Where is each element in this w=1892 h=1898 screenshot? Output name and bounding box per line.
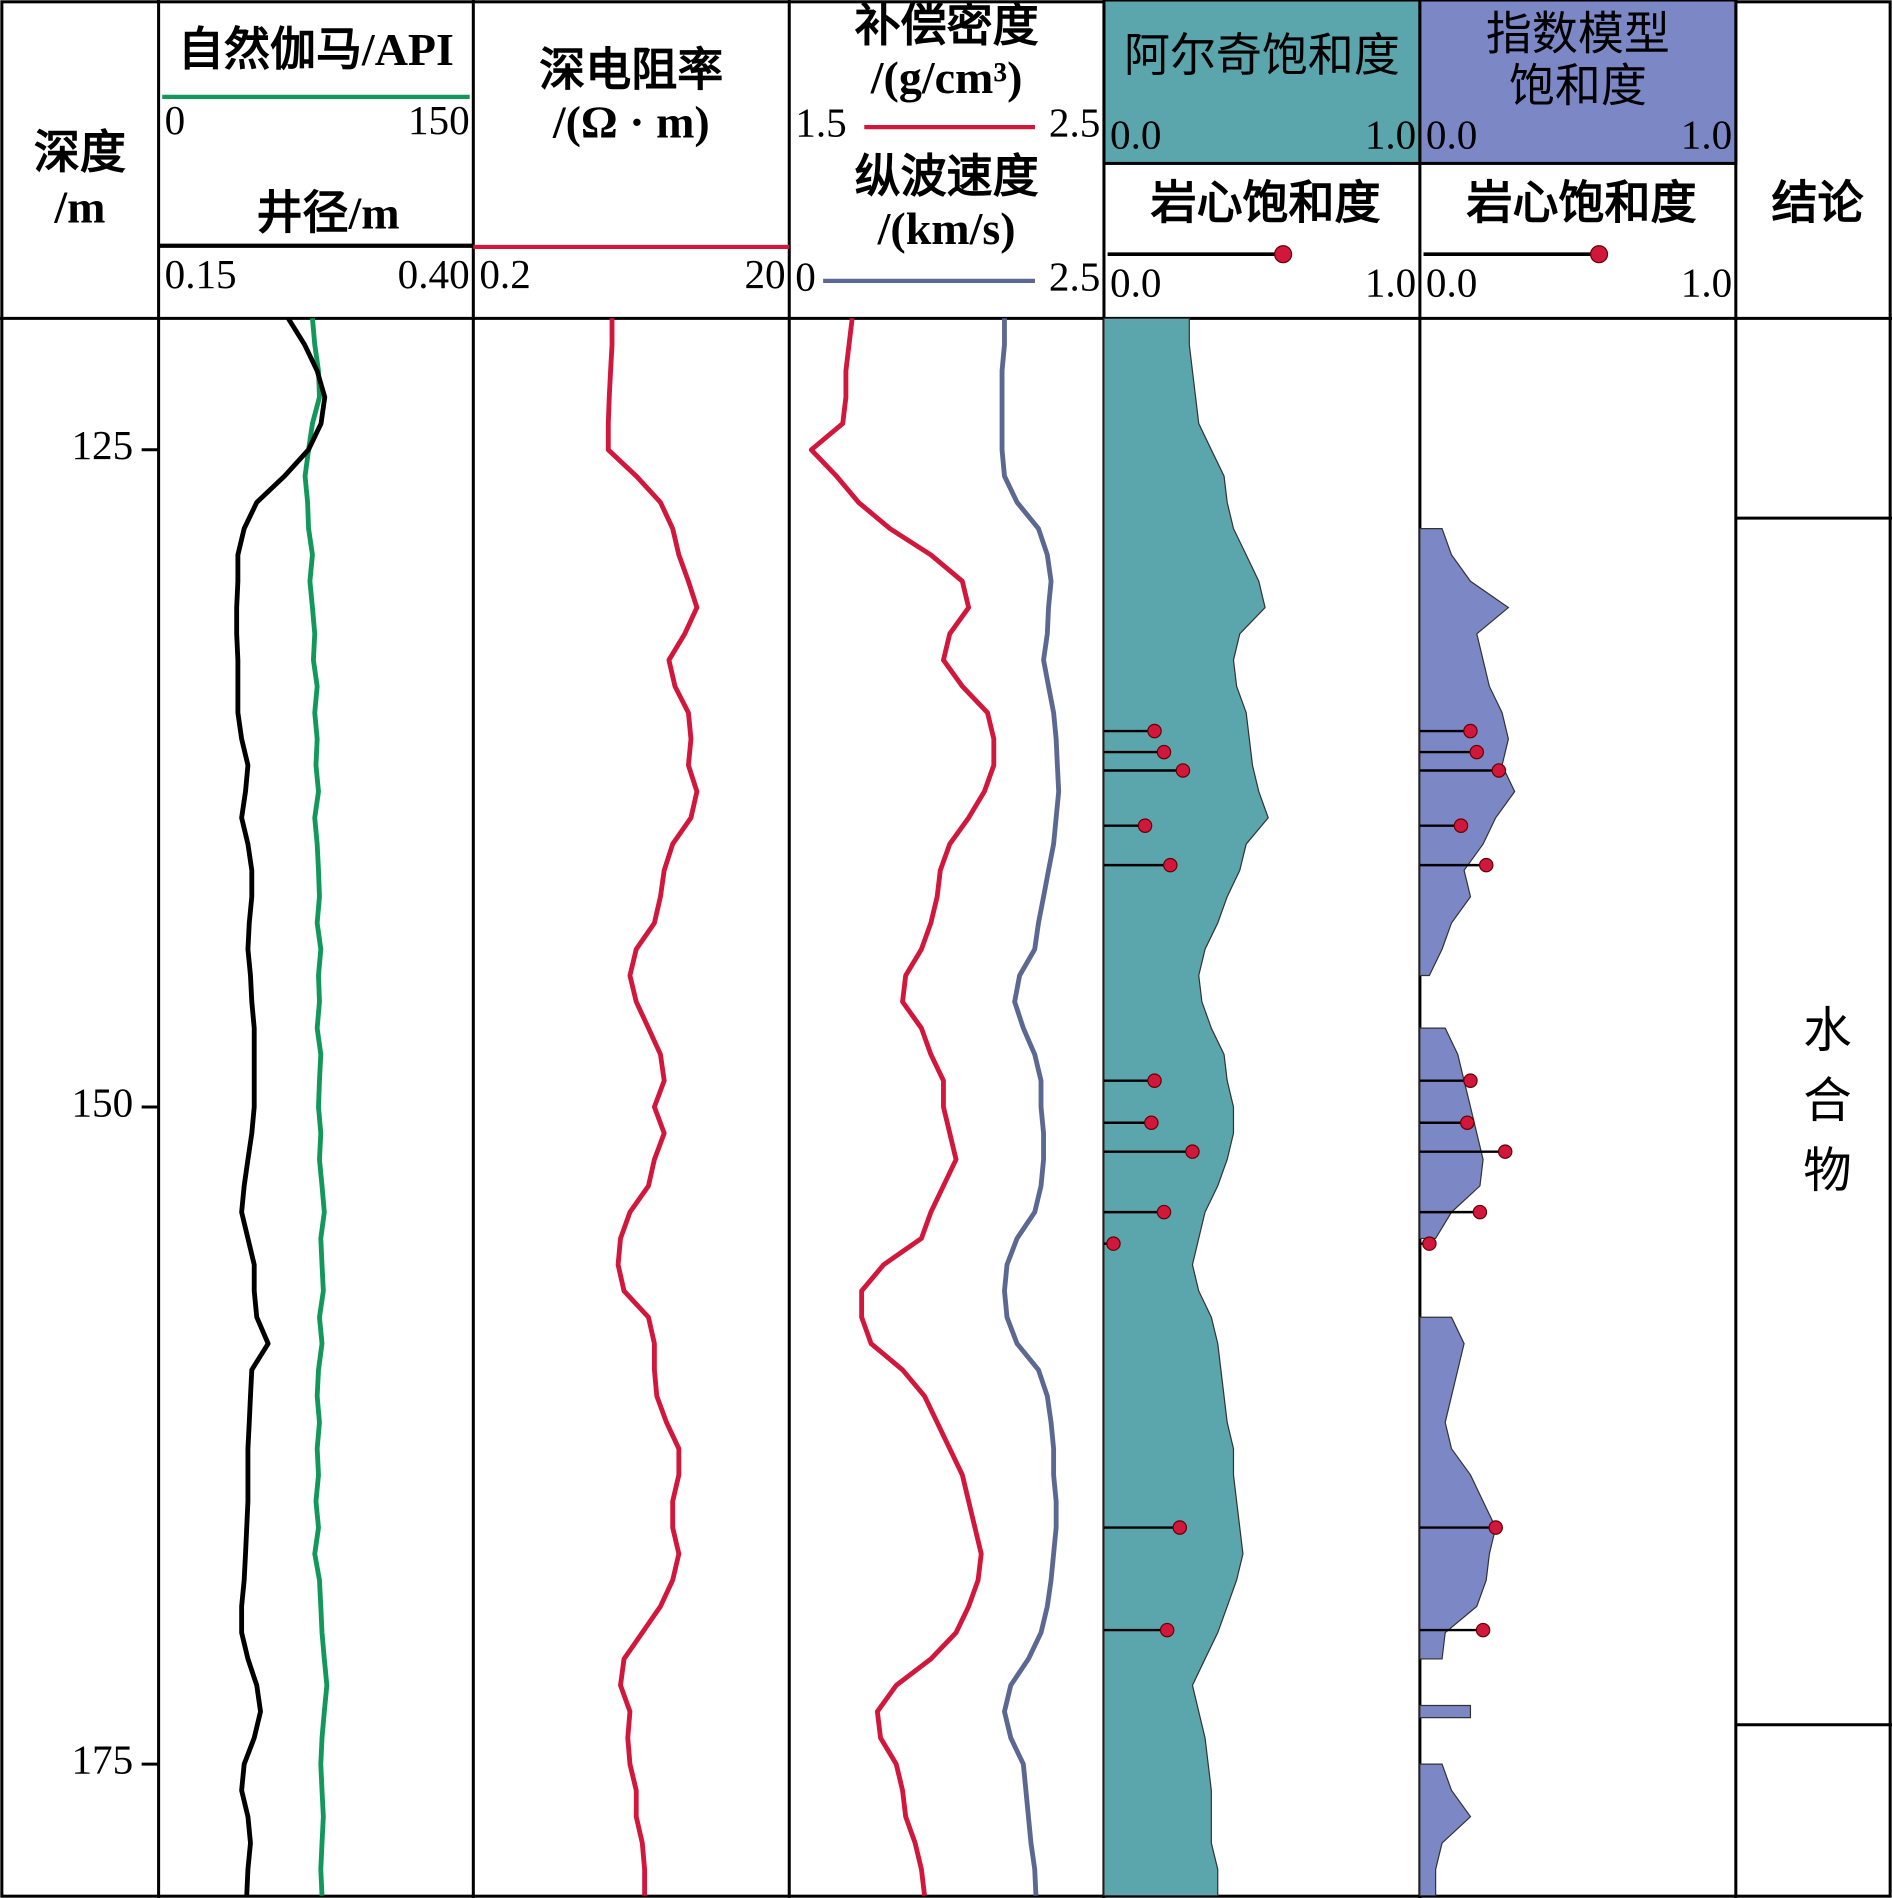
core-name: 岩心饱和度 [1151, 178, 1381, 229]
core-point [1497, 1144, 1513, 1159]
y-tick-label: 150 [71, 1079, 133, 1125]
curve-name: 补偿密度 [855, 0, 1039, 51]
core-point [1156, 744, 1172, 760]
y-tick-label: 125 [71, 422, 133, 468]
curve-name: 深电阻率 [539, 45, 723, 96]
log-curve [999, 318, 1062, 1896]
scale-label: 2.5 [1049, 100, 1100, 146]
core-point [1172, 1520, 1188, 1535]
scale-label: 0.2 [479, 251, 530, 297]
core-point [1163, 857, 1178, 873]
core-point [1463, 1073, 1478, 1088]
core-point [1469, 744, 1485, 760]
scale-label: 0 [795, 253, 816, 299]
scale-label: 0.0 [1110, 259, 1161, 305]
curve-name: 井径/m [257, 187, 400, 238]
core-legend-dot [1274, 245, 1293, 264]
core-legend-dot [1589, 245, 1609, 264]
scale-label: 1.0 [1365, 259, 1416, 305]
curve-name: 纵波速度 [855, 151, 1039, 202]
core-name: 岩心饱和度 [1467, 178, 1697, 229]
scale-label: 0.0 [1426, 112, 1477, 158]
scale-label: 0.0 [1110, 112, 1161, 158]
log-curve [605, 318, 700, 1896]
log-curve [808, 318, 997, 1896]
saturation-area [1103, 317, 1269, 1897]
depth-label: 深度 [34, 127, 126, 178]
scale-label: 0 [165, 97, 186, 143]
core-point [1460, 1115, 1475, 1130]
core-point [1475, 1622, 1491, 1638]
curve-name: 饱和度 [1509, 60, 1647, 111]
curve-name: 自然伽马/API [178, 24, 454, 75]
log-curve [302, 318, 330, 1896]
curve-name: 指数模型 [1486, 8, 1670, 59]
core-point [1422, 1236, 1437, 1251]
header-box [1102, 0, 1422, 165]
core-point [1175, 763, 1191, 778]
scale-label: 20 [744, 251, 785, 297]
header-box [1418, 0, 1738, 165]
curve-name: 阿尔奇饱和度 [1124, 30, 1400, 81]
scale-label: 150 [408, 97, 470, 143]
core-point [1144, 1115, 1159, 1130]
core-point [1147, 1073, 1162, 1088]
core-point [1185, 1144, 1200, 1159]
core-point [1491, 763, 1507, 778]
core-point [1453, 818, 1469, 833]
core-point [1156, 1204, 1172, 1220]
y-tick-label: 175 [71, 1737, 133, 1783]
scale-label: 1.0 [1681, 112, 1732, 158]
core-point [1463, 723, 1478, 739]
curve-name: /(km/s) [877, 203, 1016, 254]
core-point [1137, 818, 1153, 833]
depth-label: /m [53, 181, 105, 232]
core-point [1478, 857, 1494, 873]
conclusion-title: 结论 [1772, 178, 1865, 229]
curve-name: /(Ω · m) [552, 97, 710, 148]
scale-label: 1.5 [795, 100, 846, 146]
curve-name: /(g/cm³) [870, 52, 1023, 103]
scale-label: 2.5 [1049, 253, 1100, 299]
core-point [1106, 1236, 1121, 1251]
core-point [1472, 1204, 1488, 1220]
scale-label: 1.0 [1365, 112, 1416, 158]
core-point [1488, 1520, 1503, 1535]
scale-label: 1.0 [1681, 259, 1732, 305]
scale-label: 0.15 [165, 251, 237, 297]
log-curve [234, 317, 328, 1896]
interval-label: 水合物 [1795, 1004, 1850, 1215]
core-point [1147, 723, 1162, 739]
core-point [1159, 1622, 1175, 1638]
scale-label: 0.0 [1426, 259, 1477, 305]
scale-label: 0.40 [398, 251, 470, 297]
